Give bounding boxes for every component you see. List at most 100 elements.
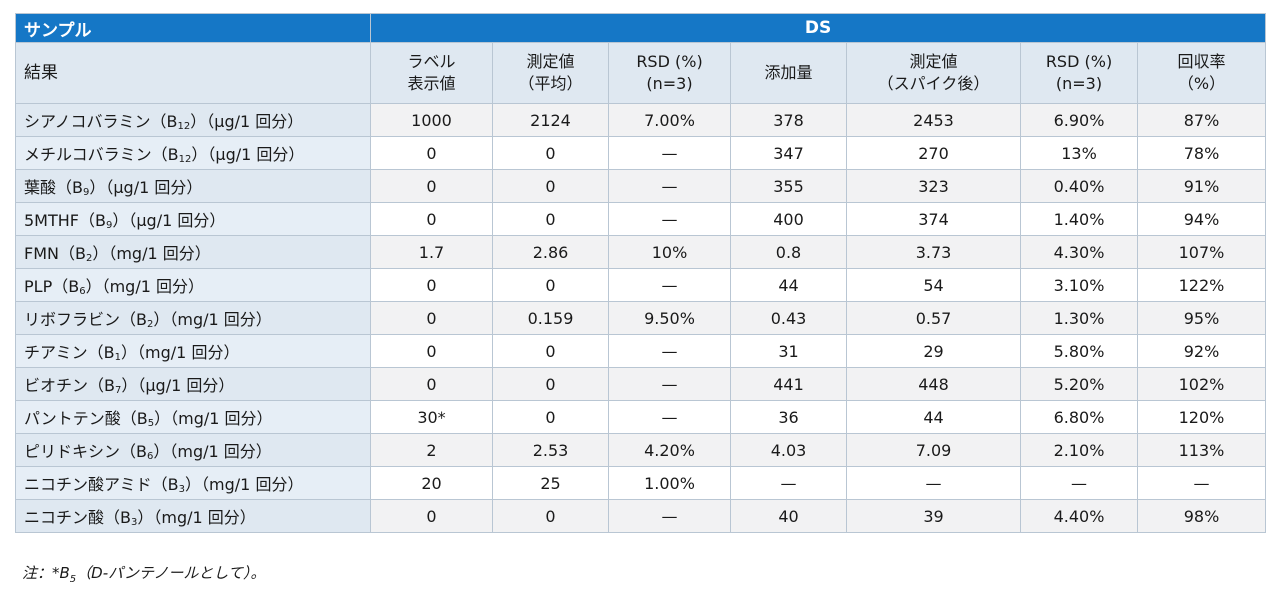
column-header-row: 結果 ラベル 表示値 測定値 （平均） RSD (%) (n=3) 添加量 測定値 （スパイク後… <box>15 42 1267 104</box>
table-cell: 87% <box>1136 103 1267 137</box>
table-cell: 0.159 <box>492 301 609 335</box>
header-band-row: サンプル DS <box>15 13 1267 43</box>
vitamin-unit: ）（µg/1 回分） <box>112 211 226 230</box>
table-cell: 98% <box>1136 499 1267 533</box>
row-label: FMN（B2）（mg/1 回分） <box>15 235 371 269</box>
vitamin-unit: ）（µg/1 回分） <box>121 376 235 395</box>
column-header-line1: RSD (%) <box>636 52 703 71</box>
table-cell: 10% <box>608 235 731 269</box>
row-label: リボフラビン（B2）（mg/1 回分） <box>15 301 371 335</box>
vitamin-name: 葉酸（B <box>24 178 83 197</box>
table-cell: 9.50% <box>608 301 731 335</box>
table-cell: 7.00% <box>608 103 731 137</box>
result-header: 結果 <box>15 42 371 104</box>
column-header-line2: （平均） <box>518 74 583 93</box>
table-row: メチルコバラミン（B12）（µg/1 回分） 0 0—347 270 13% 78% <box>15 136 1267 170</box>
footnote-subscript: 5 <box>69 574 77 585</box>
vitamin-name: ピリドキシン（B <box>24 442 147 461</box>
table-cell: — <box>730 466 847 500</box>
column-header: RSD (%) (n=3) <box>1020 42 1138 104</box>
table-cell: 94% <box>1136 202 1267 236</box>
table-cell: 0 <box>370 268 493 302</box>
table-cell: 2124 <box>492 103 609 137</box>
table-cell: 44 <box>730 268 847 302</box>
table-cell: 91% <box>1136 169 1267 203</box>
row-label: 5MTHF（B9）（µg/1 回分） <box>15 202 371 236</box>
table-cell: 441 <box>730 367 847 401</box>
table-cell: 0.43 <box>730 301 847 335</box>
column-header: 測定値 （平均） <box>492 42 609 104</box>
table-cell: 54 <box>846 268 1021 302</box>
sample-header: サンプル <box>15 13 371 43</box>
table-cell: 0 <box>370 202 493 236</box>
table-cell: — <box>608 169 731 203</box>
table-cell: 30* <box>370 400 493 434</box>
column-header: 回収率 （%） <box>1136 42 1267 104</box>
table-cell: 0 <box>492 169 609 203</box>
vitamin-name: ニコチン酸アミド（B <box>24 475 179 494</box>
table-cell: 92% <box>1136 334 1267 368</box>
column-header-line2: （スパイク後） <box>877 74 990 93</box>
vitamin-name: リボフラビン（B <box>24 310 147 329</box>
table-cell: 2453 <box>846 103 1021 137</box>
table-cell: 29 <box>846 334 1021 368</box>
table-cell: 25 <box>492 466 609 500</box>
table-cell: 7.09 <box>846 433 1021 467</box>
column-header-line1: ラベル <box>407 52 456 71</box>
table-cell: 39 <box>846 499 1021 533</box>
table-cell: 0 <box>492 367 609 401</box>
table-cell: — <box>608 268 731 302</box>
table-row: シアノコバラミン（B12）（µg/1 回分） 1000 2124 7.00% 378 24… <box>15 103 1267 137</box>
table-cell: 36 <box>730 400 847 434</box>
vitamin-unit: ）（mg/1 回分） <box>153 442 272 461</box>
table-row: ピリドキシン（B6）（mg/1 回分） 2 2.53 4.20% 4.03 7.09 2.1… <box>15 433 1267 467</box>
row-label: シアノコバラミン（B12）（µg/1 回分） <box>15 103 371 137</box>
column-header: RSD (%) (n=3) <box>608 42 731 104</box>
table-cell: — <box>608 367 731 401</box>
column-header-line1: 測定値 <box>909 52 958 71</box>
vitamin-name: メチルコバラミン（B <box>24 145 179 164</box>
column-header: 添加量 <box>730 42 847 104</box>
column-header-line2: (n=3) <box>646 74 693 93</box>
footnote: 注：*B5（D-パンテノールとして）。 <box>22 562 266 585</box>
table-cell: 107% <box>1136 235 1267 269</box>
table-cell: 0 <box>370 367 493 401</box>
column-header-line2: (n=3) <box>1055 74 1103 93</box>
table-row: ニコチン酸（B3）（mg/1 回分） 0 0—40 39 4.40% 98% <box>15 499 1267 533</box>
table-cell: 0 <box>492 136 609 170</box>
table-cell: 355 <box>730 169 847 203</box>
column-header-line1: 添加量 <box>764 63 813 82</box>
table-cell: 0 <box>492 400 609 434</box>
row-label: 葉酸（B9）（µg/1 回分） <box>15 169 371 203</box>
table-cell: 1.30% <box>1020 301 1138 335</box>
vitamin-subscript: 6 <box>146 451 154 462</box>
table-cell: 3.10% <box>1020 268 1138 302</box>
column-header: 測定値 （スパイク後） <box>846 42 1021 104</box>
table-cell: — <box>608 400 731 434</box>
vitamin-name: FMN（B <box>24 244 86 263</box>
table-cell: 0 <box>370 499 493 533</box>
table-cell: 4.40% <box>1020 499 1138 533</box>
vitamin-subscript: 6 <box>79 286 86 297</box>
table-cell: 113% <box>1136 433 1267 467</box>
table-cell: 2.86 <box>492 235 609 269</box>
table-cell: 0 <box>492 268 609 302</box>
table-cell: 0 <box>492 499 609 533</box>
vitamin-subscript: 5 <box>147 418 155 429</box>
column-header-line1: RSD (%) <box>1045 52 1113 71</box>
column-header-line1: 測定値 <box>526 52 575 71</box>
table-cell: 102% <box>1136 367 1267 401</box>
table-cell: 1.00% <box>608 466 731 500</box>
vitamin-name: PLP（B <box>24 277 80 296</box>
row-label: PLP（B6）（mg/1 回分） <box>15 268 371 302</box>
vitamin-unit: ）（µg/1 回分） <box>89 178 203 197</box>
vitamin-unit: ）（mg/1 回分） <box>137 508 256 527</box>
table-cell: 0 <box>370 301 493 335</box>
table-row: リボフラビン（B2）（mg/1 回分） 0 0.159 9.50% 0.43 0.57 1.… <box>15 301 1267 335</box>
footnote-prefix: 注：*B <box>22 564 70 582</box>
table-row: PLP（B6）（mg/1 回分） 0 0—44 54 3.10% 122% <box>15 268 1267 302</box>
table-cell: 4.20% <box>608 433 731 467</box>
table-cell: — <box>608 499 731 533</box>
table-cell: 2.53 <box>492 433 609 467</box>
table-cell: — <box>608 334 731 368</box>
